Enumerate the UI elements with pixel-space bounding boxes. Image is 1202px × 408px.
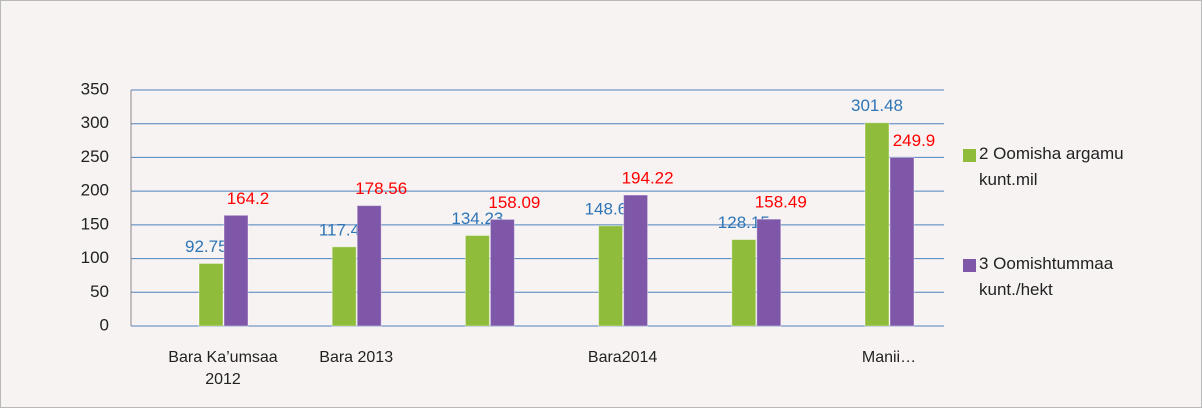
value-label: 301.48 [851,96,903,115]
value-label: 194.22 [622,169,674,188]
x-tick-label: Bara 2013 [319,349,394,366]
bar [731,239,757,327]
bar [464,234,490,327]
value-label: 134.23 [451,209,503,228]
bar [356,205,382,327]
y-tick-label: 300 [81,113,109,132]
bar [756,218,782,327]
bar [623,194,649,327]
y-tick-label: 200 [81,181,109,200]
y-tick-label: 50 [90,282,109,301]
legend-swatch [963,259,976,272]
bar [198,262,224,327]
value-label: 249.9 [893,131,936,150]
value-label: 158.09 [488,193,540,212]
value-label: 117.42 [319,220,370,239]
bar [864,122,890,327]
bar [489,218,515,327]
y-tick-label: 150 [81,214,109,233]
x-tick-label: Bara2014 [587,349,658,366]
bar [598,225,624,327]
y-tick-label: 0 [100,315,109,334]
bar [889,156,915,327]
bar [331,246,357,327]
x-tick-label: Manii… [861,349,917,366]
y-tick-label: 350 [81,79,109,98]
y-tick-label: 250 [81,147,109,166]
value-label: 164.2 [227,189,270,208]
value-label: 178.56 [355,179,407,198]
legend-label: 2 Oomisha argamu kunt.mil [979,144,1124,189]
x-tick-label: Bara Ka’umsaa 2012 [168,349,278,388]
y-tick-label: 100 [81,248,109,267]
bar [223,214,249,327]
legend-label: 3 Oomishtummaa kunt./hekt [979,254,1114,299]
value-label: 158.49 [755,193,807,212]
legend-swatch [963,149,976,162]
